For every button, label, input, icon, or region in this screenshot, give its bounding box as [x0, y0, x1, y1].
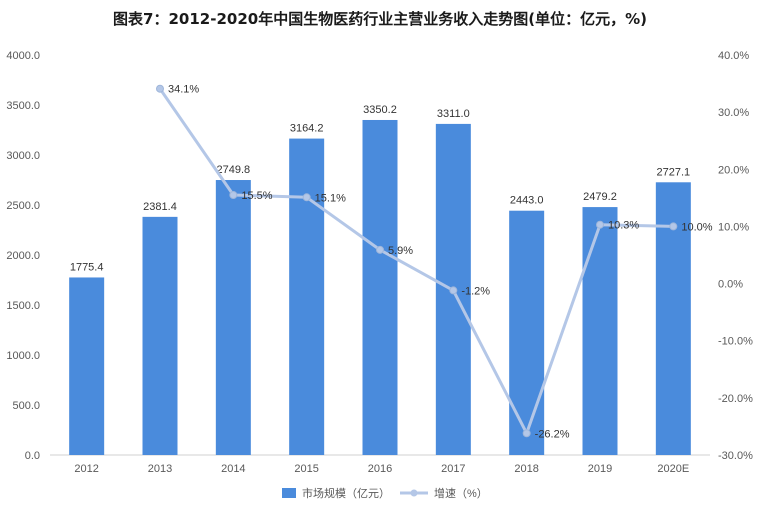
bar	[215, 180, 251, 455]
growth-line	[158, 87, 674, 435]
y-right-tick-label: -10.0%	[718, 336, 753, 348]
line-data-label: 15.1%	[315, 192, 346, 204]
y-right-tick-label: -30.0%	[718, 450, 753, 462]
y-left-tick-label: 4000.0	[6, 50, 40, 62]
y-right-tick-label: 20.0%	[718, 164, 749, 176]
x-tick-label: 2014	[221, 463, 245, 475]
growth-point	[522, 429, 531, 438]
legend-bar-swatch	[282, 488, 296, 498]
y-right-tick-label: 0.0%	[718, 279, 743, 291]
chart-title: 图表7：2012-2020年中国生物医药行业主营业务收入走势图(单位：亿元，%)	[113, 10, 647, 28]
line-data-label: 15.5%	[241, 190, 272, 202]
growth-point	[669, 222, 678, 231]
bar	[362, 119, 398, 455]
growth-point	[229, 191, 238, 199]
y-right-tick-label: 30.0%	[718, 107, 749, 119]
x-tick-label: 2017	[441, 463, 465, 475]
y-left-tick-label: 500.0	[12, 400, 40, 412]
line-data-label: -1.2%	[461, 285, 490, 297]
x-tick-label: 2019	[588, 463, 612, 475]
bar-data-label: 3164.2	[290, 123, 324, 135]
y-left-tick-label: 1000.0	[6, 350, 40, 362]
bar-data-label: 2443.0	[510, 195, 544, 207]
bar	[509, 210, 545, 455]
bar-data-label: 2479.2	[583, 191, 617, 203]
x-tick-label: 2020E	[657, 463, 689, 475]
bar-data-label: 3311.0	[437, 108, 470, 120]
x-tick-label: 2015	[294, 463, 318, 475]
legend-line-label: 增速（%）	[434, 486, 488, 500]
x-tick-label: 2018	[514, 463, 538, 475]
line-data-label: -26.2%	[535, 428, 570, 440]
bar	[142, 216, 178, 455]
bar	[289, 138, 325, 455]
x-tick-label: 2013	[148, 463, 172, 475]
y-left-tick-label: 2500.0	[6, 200, 40, 212]
y-right-tick-label: 40.0%	[718, 50, 749, 62]
x-tick-label: 2016	[368, 463, 392, 475]
y-left-tick-label: 3000.0	[6, 150, 40, 162]
bar	[69, 277, 105, 455]
legend-line-marker	[410, 489, 418, 497]
y-left-tick-label: 0.0	[25, 450, 40, 462]
growth-point	[302, 193, 311, 202]
y-left-tick-label: 1500.0	[6, 300, 40, 312]
line-data-label: 5.9%	[388, 245, 413, 257]
growth-point	[156, 84, 164, 93]
line-data-label: 10.0%	[681, 221, 712, 233]
y-left-tick-label: 2000.0	[6, 250, 40, 262]
bar-data-label: 2749.8	[217, 164, 251, 176]
bar	[582, 207, 618, 455]
x-tick-label: 2012	[74, 463, 98, 475]
bar-data-label: 2727.1	[657, 166, 691, 178]
y-right-tick-label: -20.0%	[718, 393, 753, 405]
y-left-tick-label: 3500.0	[6, 100, 40, 112]
growth-point	[449, 286, 458, 295]
bar-data-label: 1775.4	[70, 261, 104, 273]
y-right-tick-label: 10.0%	[718, 221, 749, 233]
bar-data-label: 3350.2	[363, 104, 397, 116]
legend-bar-label: 市场规模（亿元）	[302, 486, 390, 500]
growth-point	[376, 245, 384, 254]
line-data-label: 10.3%	[608, 220, 639, 232]
growth-point	[596, 220, 604, 229]
bar-data-label: 2381.4	[143, 201, 177, 213]
line-data-label: 34.1%	[168, 84, 199, 96]
